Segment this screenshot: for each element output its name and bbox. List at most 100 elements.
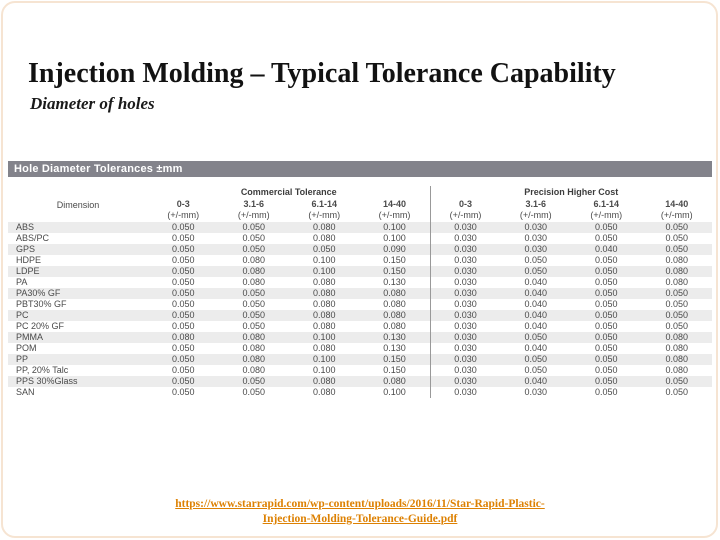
unit-label: (+/-mm) [660, 210, 693, 220]
value-cell: 0.050 [594, 376, 618, 386]
value-cell: 0.030 [429, 299, 501, 310]
material-cell: SAN [16, 387, 35, 397]
value-cell: 0.030 [429, 343, 501, 354]
material-cell: LDPE [16, 266, 40, 276]
value-cell: 0.040 [594, 244, 618, 254]
value-cell: 0.050 [171, 288, 195, 298]
value-cell: 0.080 [242, 354, 266, 364]
table-row: PC 20% GF 0.050 0.050 0.080 0.080 0.030 0.040 0… [8, 321, 712, 332]
unit-label: (+/-mm) [378, 210, 411, 220]
material-cell: HDPE [16, 255, 42, 265]
value-cell: 0.100 [312, 266, 336, 276]
material-cell: PP, 20% Talc [16, 365, 69, 375]
value-cell: 0.050 [171, 299, 195, 309]
value-cell: 0.050 [665, 233, 689, 243]
value-cell: 0.080 [383, 376, 406, 386]
table-row: PA 0.050 0.080 0.080 0.130 0.030 0.040 0.050 0.0… [8, 277, 712, 288]
value-cell: 0.050 [594, 288, 618, 298]
value-cell: 0.050 [665, 299, 689, 309]
value-cell: 0.050 [171, 343, 195, 353]
material-cell: ABS [16, 222, 35, 232]
range-label: 3.1-6 [243, 199, 264, 209]
value-cell: 0.050 [171, 310, 195, 320]
range-label: 0-3 [176, 199, 190, 209]
range-label: 14-40 [665, 199, 689, 209]
value-cell: 0.030 [524, 222, 548, 232]
value-cell: 0.080 [312, 310, 336, 320]
range-label: 6.1-14 [311, 199, 338, 209]
value-cell: 0.030 [429, 310, 501, 321]
table-row: PP, 20% Talc 0.050 0.080 0.100 0.150 0.030 0.0… [8, 365, 712, 376]
source-link-line1[interactable]: https://www.starrapid.com/wp-content/upl… [175, 498, 545, 510]
material-cell: PA30% GF [16, 288, 61, 298]
column-header: 14-40 (+/-mm) [360, 198, 431, 222]
value-cell: 0.080 [242, 365, 266, 375]
value-cell: 0.080 [665, 266, 689, 276]
value-cell: 0.030 [429, 266, 501, 277]
value-cell: 0.050 [171, 365, 195, 375]
value-cell: 0.050 [171, 321, 195, 331]
value-cell: 0.030 [524, 387, 548, 397]
table-row: PP 0.050 0.080 0.100 0.150 0.030 0.050 0.050 0.0… [8, 354, 713, 365]
value-cell: 0.040 [524, 288, 548, 298]
value-cell: 0.100 [312, 365, 336, 375]
unit-label: (+/-mm) [519, 210, 552, 220]
value-cell: 0.050 [665, 288, 689, 298]
value-cell: 0.080 [312, 222, 336, 232]
range-label: 0-3 [458, 199, 472, 209]
value-cell: 0.080 [312, 387, 336, 397]
value-cell: 0.080 [242, 332, 266, 342]
value-cell: 0.050 [242, 321, 266, 331]
table-row: PPS 30%Glass 0.050 0.050 0.080 0.080 0.030 0.0… [8, 376, 713, 387]
value-cell: 0.050 [242, 222, 266, 232]
value-cell: 0.080 [383, 310, 406, 320]
column-header: 3.1-6 (+/-mm) [501, 198, 572, 222]
value-cell: 0.030 [429, 321, 501, 332]
value-cell: 0.050 [171, 244, 195, 254]
table-row: SAN 0.050 0.050 0.080 0.100 0.030 0.030 0.050 0.… [8, 387, 712, 398]
value-cell: 0.050 [594, 310, 618, 320]
value-cell: 0.130 [383, 332, 406, 342]
column-header: 6.1-14 (+/-mm) [289, 198, 360, 222]
value-cell: 0.040 [524, 277, 548, 287]
value-cell: 0.080 [383, 288, 406, 298]
value-cell: 0.030 [429, 288, 501, 299]
value-cell: 0.150 [383, 255, 406, 265]
value-cell: 0.080 [312, 321, 336, 331]
value-cell: 0.100 [383, 387, 406, 397]
value-cell: 0.130 [383, 343, 406, 353]
value-cell: 0.050 [594, 387, 618, 397]
value-cell: 0.080 [242, 255, 266, 265]
value-cell: 0.050 [171, 277, 195, 287]
range-label: 14-40 [382, 199, 407, 209]
value-cell: 0.050 [594, 365, 618, 375]
value-cell: 0.050 [524, 354, 548, 364]
column-header: 3.1-6 (+/-mm) [219, 198, 290, 222]
value-cell: 0.050 [171, 376, 195, 386]
value-cell: 0.080 [242, 343, 266, 353]
value-cell: 0.050 [665, 387, 689, 397]
table-row: POM 0.050 0.080 0.080 0.130 0.030 0.040 0.050 0.… [8, 343, 712, 354]
dimension-column-header: Dimension [56, 200, 100, 210]
value-cell: 0.080 [312, 233, 336, 243]
value-cell: 0.030 [429, 332, 501, 343]
value-cell: 0.050 [665, 376, 689, 386]
source-link[interactable]: https://www.starrapid.com/wp-content/upl… [0, 497, 720, 527]
source-link-line2[interactable]: Injection-Molding-Tolerance-Guide.pdf [262, 513, 458, 525]
group-header-precision: Precision Higher Cost [429, 186, 713, 198]
value-cell: 0.050 [524, 266, 548, 276]
value-cell: 0.050 [312, 244, 336, 254]
column-header: 0-3 (+/-mm) [429, 198, 501, 222]
value-cell: 0.100 [312, 255, 336, 265]
tolerance-table: Commercial Tolerance Precision Higher Co… [8, 186, 713, 398]
table-row: ABS/PC 0.050 0.050 0.080 0.100 0.030 0.030 0.05… [8, 233, 712, 244]
value-cell: 0.050 [665, 321, 689, 331]
value-cell: 0.130 [383, 277, 406, 287]
material-cell: PPS 30%Glass [16, 376, 78, 386]
column-header-row: Dimension 0-3 (+/-mm) 3.1-6 (+/-mm) 6.1-… [8, 198, 712, 222]
value-cell: 0.050 [594, 299, 618, 309]
page-title: Injection Molding – Typical Tolerance Ca… [28, 58, 616, 89]
group-header-row: Commercial Tolerance Precision Higher Co… [8, 186, 713, 198]
value-cell: 0.150 [383, 365, 406, 375]
table-row: ABS 0.050 0.050 0.080 0.100 0.030 0.030 0.050 0.… [8, 222, 713, 233]
